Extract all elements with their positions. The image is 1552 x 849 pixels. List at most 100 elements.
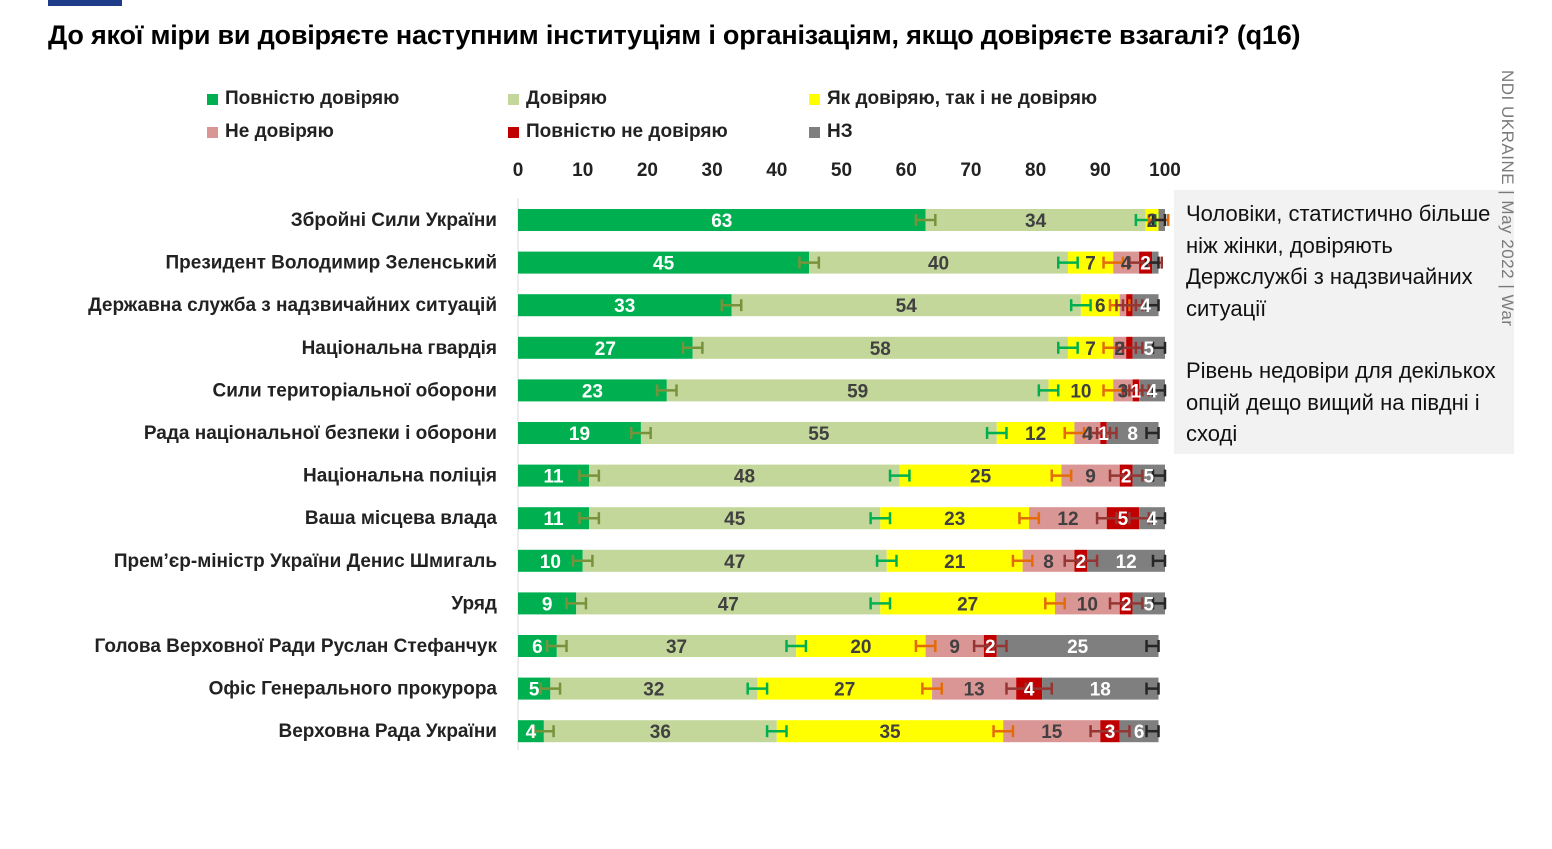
bar-segment <box>576 592 881 615</box>
bar-segment <box>899 464 1062 487</box>
bar-value-label: 63 <box>711 211 732 232</box>
bar-segment <box>589 507 881 530</box>
x-tick-label: 10 <box>572 160 593 181</box>
bar-segment <box>1048 379 1114 402</box>
legend-swatch-neutral <box>809 93 820 105</box>
legend-item-distrust: Не довіряю <box>207 121 334 143</box>
category-label: Національна поліція <box>303 466 497 487</box>
x-tick-label: 80 <box>1025 160 1046 181</box>
category-label: Офіс Генерального прокурора <box>209 679 498 700</box>
bar-segment <box>640 422 997 444</box>
bar-value-label: 4 <box>1024 680 1035 701</box>
bar-value-label: 45 <box>653 254 675 275</box>
category-label: Державна служба з надзвичайних ситуацій <box>88 295 497 316</box>
bar-segment <box>1003 720 1101 743</box>
bar-segment <box>1067 251 1114 274</box>
legend-item-full-distrust: Повністю не довіряю <box>508 121 728 143</box>
category-label: Президент Володимир Зеленський <box>166 253 497 274</box>
legend-swatch-trust <box>508 93 519 105</box>
bar-value-label: 4 <box>1147 381 1158 402</box>
bar-segment <box>1106 507 1140 530</box>
bar-segment <box>1087 549 1165 572</box>
category-label: Уряд <box>451 593 497 614</box>
bar-value-label: 23 <box>582 381 603 402</box>
bar-segment <box>1061 464 1120 487</box>
bar-value-label: 54 <box>896 296 918 317</box>
x-tick-label: 20 <box>637 160 658 181</box>
bar-segment <box>1042 677 1159 700</box>
legend-label-distrust: Не довіряю <box>225 121 334 142</box>
bar-value-label: 36 <box>650 722 671 743</box>
bar-value-label: 7 <box>1085 339 1096 360</box>
x-tick-label: 40 <box>766 160 787 181</box>
bar-segment <box>996 422 1075 444</box>
bar-segment <box>518 720 544 743</box>
bar-value-label: 2 <box>985 637 996 658</box>
bar-segment <box>518 209 926 231</box>
legend-label-dk: НЗ <box>827 121 853 142</box>
bar-value-label: 20 <box>850 637 871 658</box>
bar-value-label: 37 <box>666 637 687 658</box>
bar-value-label: 27 <box>834 680 855 701</box>
bar-value-label: 2 <box>1114 339 1125 360</box>
bar-value-label: 2 <box>1140 254 1151 275</box>
bar-segment <box>518 422 641 444</box>
bar-segment <box>1132 592 1165 615</box>
legend-item-neutral: Як довіряю, так і не довіряю <box>809 88 1097 110</box>
bar-value-label: 3 <box>1118 381 1129 402</box>
bar-value-label: 9 <box>1085 467 1096 488</box>
note-paragraph-1: Чоловіки, статистично більше ніж жінки, … <box>1186 201 1491 321</box>
bar-value-label: 2 <box>1121 467 1132 488</box>
note-box: Чоловіки, статистично більше ніж жінки, … <box>1174 190 1514 454</box>
bar-value-label: 23 <box>944 509 965 530</box>
x-tick-label: 60 <box>896 160 917 181</box>
bar-value-label: 9 <box>542 594 553 615</box>
category-label: Сили територіальної оборони <box>213 380 497 401</box>
bar-segment <box>518 464 590 487</box>
bar-segment <box>582 549 887 572</box>
bar-segment <box>518 379 667 402</box>
bar-value-label: 1 <box>1131 381 1142 402</box>
category-label: Збройні Сили України <box>291 210 497 231</box>
bar-value-label: 5 <box>1144 594 1155 615</box>
bar-value-label: 48 <box>734 467 755 488</box>
bar-segment <box>1016 677 1043 700</box>
bar-value-label: 8 <box>1043 552 1054 573</box>
bar-segment <box>1055 592 1120 615</box>
bar-value-label: 11 <box>544 509 565 530</box>
bar-value-label: 18 <box>1090 680 1111 701</box>
bar-value-label: 59 <box>847 381 868 402</box>
bar-value-label: 13 <box>964 680 985 701</box>
category-label: Національна гвардія <box>302 338 497 359</box>
bar-value-label: 47 <box>718 594 739 615</box>
legend-item-full-trust: Повністю довіряю <box>207 88 399 110</box>
bar-value-label: 5 <box>1118 509 1129 530</box>
bar-value-label: 25 <box>970 467 992 488</box>
bar-segment <box>589 464 900 487</box>
bar-value-label: 15 <box>1041 722 1063 743</box>
bar-segment <box>518 294 732 317</box>
legend-label-trust: Довіряю <box>526 88 608 109</box>
bar-value-label: 55 <box>808 424 830 445</box>
bar-segment <box>543 720 777 743</box>
note-paragraph-2: Рівень недовіри для декількох опцій дещо… <box>1186 358 1496 446</box>
bar-value-label: 4 <box>1140 296 1151 317</box>
bar-value-label: 4 <box>526 722 537 743</box>
bar-segment <box>1067 336 1114 359</box>
bar-segment <box>1022 549 1075 572</box>
bar-value-label: 2 <box>1147 211 1158 232</box>
legend-swatch-dk <box>809 126 820 138</box>
bar-segment <box>757 677 933 700</box>
bar-segment <box>1029 507 1107 530</box>
bar-value-label: 40 <box>928 254 949 275</box>
bar-value-label: 2 <box>1121 594 1132 615</box>
bar-segment <box>518 251 810 274</box>
bar-segment <box>518 677 551 700</box>
bar-value-label: 27 <box>595 339 616 360</box>
bar-segment <box>776 720 1004 743</box>
category-label: Ваша місцева влада <box>305 508 498 529</box>
bar-segment <box>880 507 1030 530</box>
bar-segment <box>692 336 1068 359</box>
top-accent-bar <box>48 0 122 6</box>
